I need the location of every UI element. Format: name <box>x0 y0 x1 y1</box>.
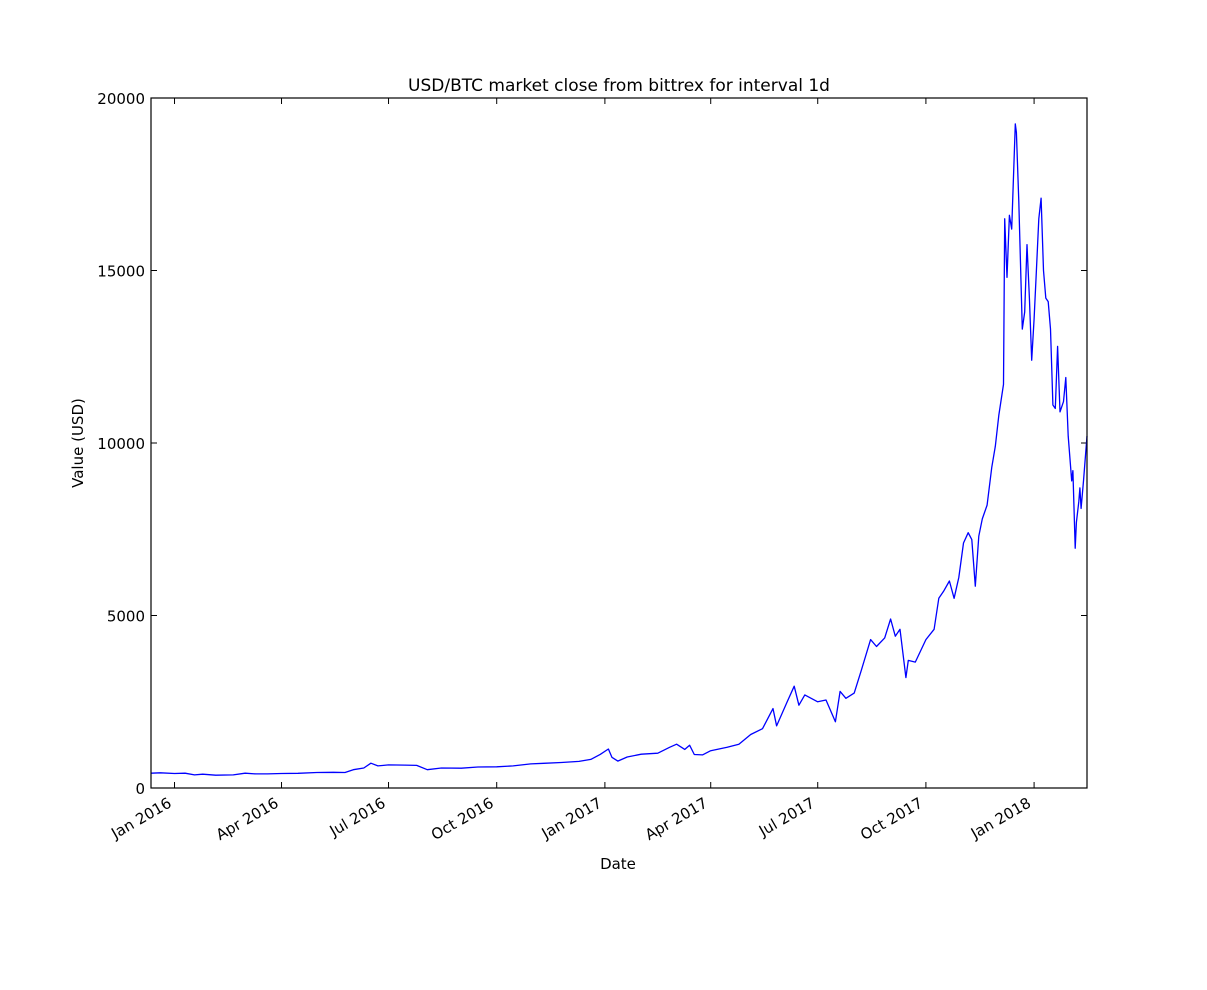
plot-frame <box>150 97 1088 789</box>
x-tick-label: Apr 2017 <box>642 794 711 844</box>
y-tick-label: 0 <box>135 780 145 798</box>
data-line <box>150 123 1088 776</box>
x-tick-label: Oct 2017 <box>857 794 926 844</box>
y-tick-label: 5000 <box>107 608 145 626</box>
y-axis-label: Value (USD) <box>69 398 87 488</box>
x-tick-label: Jul 2017 <box>755 794 818 841</box>
x-tick-label: Jan 2018 <box>967 794 1034 843</box>
x-tick-label: Jul 2016 <box>326 794 389 841</box>
y-tick-label: 20000 <box>97 90 145 108</box>
x-tick-label: Apr 2016 <box>213 794 282 844</box>
x-tick-label: Jan 2016 <box>107 794 174 843</box>
y-tick-label: 10000 <box>97 435 145 453</box>
y-axis-ticks: 0 5000 10000 15000 20000 <box>97 90 1087 798</box>
x-tick-label: Oct 2016 <box>428 794 497 844</box>
x-axis-ticks: Jan 2016 Apr 2016 Jul 2016 Oct 2016 Jan 2017… <box>107 98 1035 844</box>
x-axis-label: Date <box>600 855 636 873</box>
y-tick-label: 15000 <box>97 263 145 281</box>
chart-title: USD/BTC market close from bittrex for in… <box>408 76 830 96</box>
x-tick-label: Jan 2017 <box>538 794 605 843</box>
